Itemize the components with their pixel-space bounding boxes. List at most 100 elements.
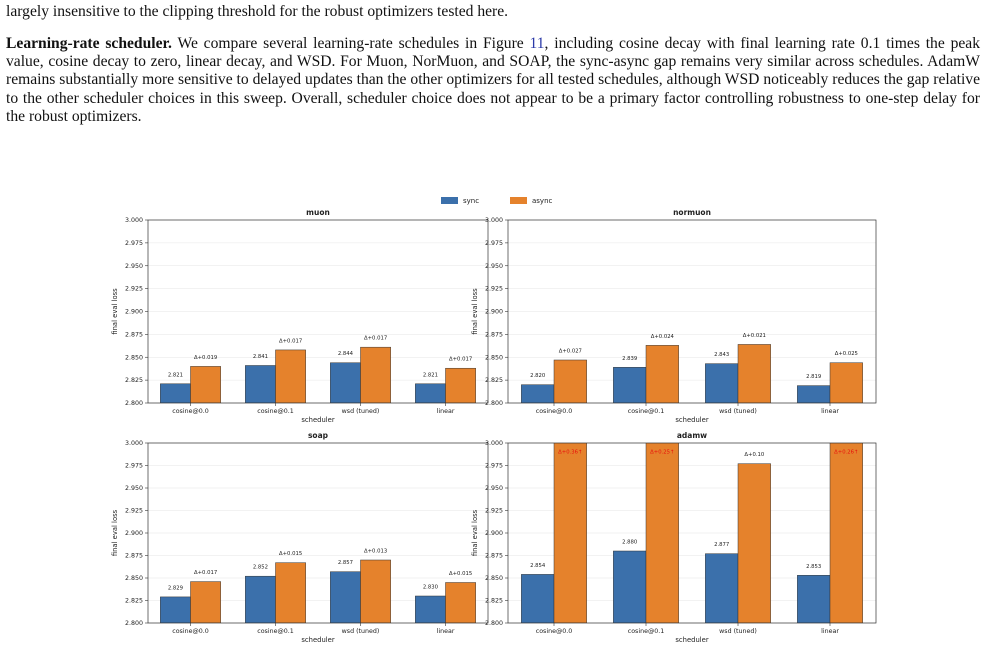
y-tick-label: 2.900 [125,309,143,316]
y-tick-label: 2.975 [125,240,143,247]
bar [360,346,391,403]
x-tick-label: cosine@0.0 [536,407,573,415]
y-tick-label: 2.850 [125,354,143,361]
bar [190,581,221,623]
bars [521,443,863,623]
data-label: 2.857 [338,560,353,566]
x-tick-label: cosine@0.1 [628,407,665,415]
y-tick-label: 3.000 [125,440,143,447]
y-tick-label: 2.825 [125,598,143,605]
bar [445,582,476,623]
delta-label: Δ+0.017 [364,336,387,342]
x-tick-label: cosine@0.0 [536,627,573,635]
chart-title: muon [306,208,330,217]
y-tick-label: 2.950 [485,263,503,270]
bar [275,562,306,623]
bars [521,344,863,403]
paragraph: Learning-rate scheduler. We compare seve… [6,35,980,126]
delta-label: Δ+0.027 [559,348,582,354]
y-tick-label: 2.975 [485,463,503,470]
data-label: 2.877 [714,542,729,548]
chart-title: normuon [673,208,711,217]
delta-label: Δ+0.017 [194,570,217,576]
delta-label: Δ+0.017 [279,338,302,344]
x-tick-label: cosine@0.0 [172,407,209,415]
y-tick-label: 2.800 [485,400,503,407]
x-tick-label: cosine@0.1 [257,407,294,415]
x-axis-label: scheduler [301,636,334,644]
delta-label: Δ+0.25↑ [650,450,674,456]
delta-label: Δ+0.26↑ [834,450,858,456]
y-tick-label: 2.850 [125,575,143,582]
bar [705,553,739,623]
chart-title: adamw [677,431,707,440]
delta-label: Δ+0.025 [835,351,858,357]
y-axis-label: final eval loss [471,288,479,335]
y-tick-label: 2.850 [485,354,503,361]
figure-ref[interactable]: 11 [529,35,545,52]
axes-frame [147,442,489,624]
bar [190,366,221,403]
y-tick-label: 2.925 [485,286,503,293]
delta-label: Δ+0.015 [279,551,302,557]
delta-label: Δ+0.021 [743,333,766,339]
x-tick-label: linear [437,408,455,415]
legend-swatch [441,197,458,204]
y-tick-label: 2.875 [485,331,503,338]
bar [645,345,679,403]
data-label: 2.841 [253,354,268,360]
y-tick-label: 2.975 [485,240,503,247]
axes-frame [507,442,877,624]
x-tick-label: wsd (tuned) [719,408,757,415]
y-tick-label: 2.800 [485,620,503,627]
bar [829,443,863,623]
bar [553,359,587,403]
axes-frame [507,219,877,404]
bar [160,383,191,403]
y-tick-label: 2.950 [125,485,143,492]
data-label: 2.830 [423,585,439,591]
y-tick-label: 2.825 [485,377,503,384]
y-tick-label: 2.875 [125,331,143,338]
data-label: 2.853 [806,564,821,570]
data-label: 2.843 [714,352,729,358]
x-axis-label: scheduler [301,416,334,424]
delta-label: Δ+0.10 [744,452,764,458]
x-axis-label: scheduler [675,636,708,644]
y-tick-label: 2.875 [485,553,503,560]
bar [445,367,476,403]
bar [360,559,391,623]
x-tick-label: linear [821,628,839,635]
delta-label: Δ+0.017 [449,357,472,363]
bar [737,344,771,403]
data-label: 2.821 [168,372,183,378]
x-tick-label: linear [437,628,455,635]
delta-label: Δ+0.013 [364,549,387,555]
bar [521,574,555,623]
delta-label: Δ+0.024 [651,334,675,340]
bar [330,362,361,403]
y-tick-label: 2.975 [125,463,143,470]
y-tick-label: 2.900 [125,530,143,537]
y-tick-label: 3.000 [125,217,143,224]
bar [613,367,647,403]
data-label: 2.852 [253,565,268,571]
paragraph-text: We compare several learning-rate schedul… [171,35,530,52]
y-tick-label: 2.875 [125,553,143,560]
delta-label: Δ+0.36↑ [558,450,582,456]
x-tick-label: wsd (tuned) [342,628,380,635]
y-axis-label: final eval loss [111,288,119,335]
bar [705,363,739,403]
data-label: 2.821 [423,372,438,378]
y-tick-label: 2.900 [485,309,503,316]
x-tick-label: wsd (tuned) [342,408,380,415]
y-tick-label: 2.950 [485,485,503,492]
y-tick-label: 2.825 [485,598,503,605]
x-tick-label: linear [821,408,839,415]
data-label: 2.844 [338,351,354,357]
paragraph-lead: Learning-rate scheduler. [6,35,172,52]
bar [415,383,446,403]
y-tick-label: 3.000 [485,217,503,224]
